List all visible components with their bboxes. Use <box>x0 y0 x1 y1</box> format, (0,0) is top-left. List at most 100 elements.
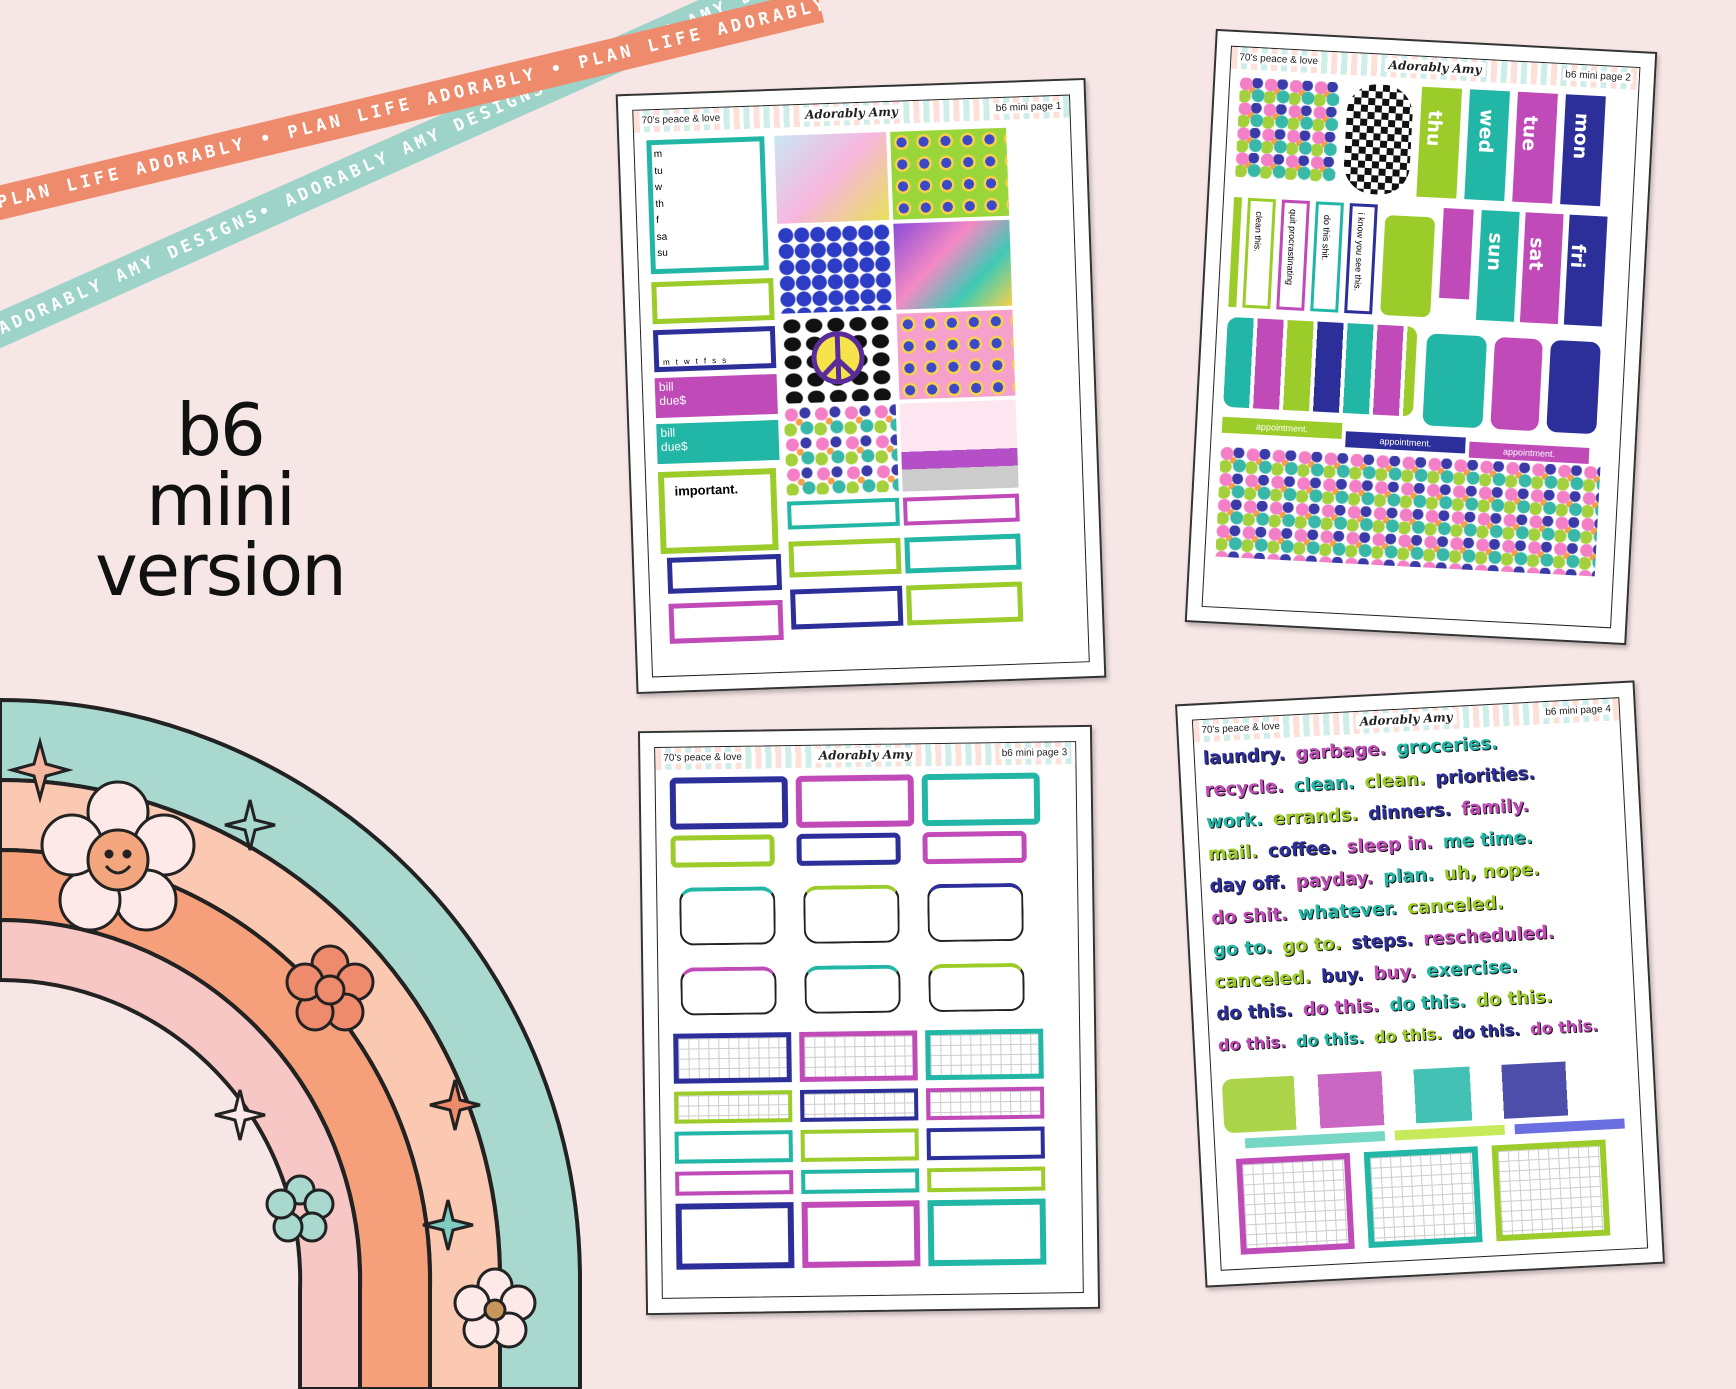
sticker-sheet-page-4: 70's peace & love Adorably Amy b6 mini p… <box>1175 680 1665 1288</box>
word-sticker: errands. <box>1272 804 1359 830</box>
checklist-magenta <box>902 493 1020 526</box>
word-sticker: go to. <box>1212 936 1273 961</box>
small-box-navy <box>796 832 901 866</box>
big-box-teal <box>927 1198 1047 1267</box>
word-sticker: coffee. <box>1267 837 1338 862</box>
label-navy-2 <box>790 585 904 630</box>
bill-due-teal: bill due$ <box>656 419 780 465</box>
grid-square-teal <box>1363 1146 1483 1249</box>
page-label: b6 mini page 1 <box>993 100 1064 115</box>
mint-flower-icon <box>265 1174 335 1243</box>
small-box-magenta <box>922 830 1027 865</box>
brand-logo: Adorably Amy <box>1384 57 1486 78</box>
taped-frame-teal <box>679 886 776 946</box>
bill-due-magenta: bill due$ <box>654 373 778 419</box>
word-sticker: clean. <box>1364 768 1426 793</box>
blue-flower-tile <box>777 223 893 314</box>
appointment-lime: appointment. <box>1221 416 1343 439</box>
strip-lime <box>1228 197 1243 308</box>
day-label-wed: wed <box>1464 89 1510 202</box>
word-sticker: do this. <box>1475 986 1554 1012</box>
white-flower-icon <box>453 1267 537 1349</box>
theme-label: 70's peace & love <box>639 112 723 127</box>
scribble-magenta-2 <box>1490 336 1544 432</box>
small-box-lime <box>670 834 775 868</box>
word-sticker: exercise. <box>1425 955 1519 982</box>
grid-box-teal <box>925 1028 1044 1081</box>
sparkle-icon <box>214 1089 266 1141</box>
illustration-sofa-tile <box>899 399 1019 492</box>
strip-navy <box>926 1126 1045 1161</box>
word-sticker: canceled. <box>1406 892 1505 919</box>
word-sticker: steps. <box>1350 929 1414 954</box>
word-sticker: priorities. <box>1434 762 1536 789</box>
word-sticker: plan. <box>1382 864 1435 888</box>
sticker-sheet-page-1: 70's peace & love Adorably Amy b6 mini p… <box>615 77 1107 695</box>
illustration-shoes-tile <box>893 219 1013 310</box>
checklist-teal <box>786 497 900 530</box>
label-teal <box>904 533 1022 574</box>
phrase-do-this: do this shit. <box>1310 201 1344 313</box>
word-sticker: clean. <box>1293 772 1356 797</box>
marker-stroke-lime <box>1394 1124 1506 1141</box>
word-sticker: me time. <box>1442 826 1534 853</box>
theme-label: 70's peace & love <box>1199 720 1283 737</box>
word-sticker: canceled. <box>1214 966 1312 993</box>
grid-strip-lime <box>673 1090 793 1124</box>
word-sticker: uh, nope. <box>1443 858 1541 885</box>
sparkle-icon <box>422 1199 474 1251</box>
word-sticker: do this. <box>1295 1028 1365 1051</box>
taped-frame-lime <box>803 884 900 944</box>
word-sticker: day off. <box>1209 871 1287 897</box>
word-sticker: do this. <box>1451 1019 1521 1043</box>
label-lime-2 <box>905 581 1024 626</box>
scallop-strip <box>1223 316 1418 417</box>
headline-line-1: b6 <box>176 388 266 472</box>
word-sticker: payday. <box>1295 867 1374 893</box>
day-label-sun: sun <box>1475 210 1520 322</box>
peace-sign-icon <box>811 331 865 385</box>
habit-tracker-lime <box>651 277 775 325</box>
grid-strip-navy <box>799 1088 919 1122</box>
word-stickers: laundry. garbage. groceries. recycle. clean.… <box>1202 727 1628 1068</box>
label-lime <box>788 537 902 578</box>
sparkle-icon <box>429 1079 481 1131</box>
headline: b6 mini version <box>40 388 400 606</box>
word-sticker: do shit. <box>1210 903 1289 929</box>
marker-stroke-teal <box>1244 1131 1386 1149</box>
big-box-magenta <box>801 1200 921 1268</box>
grid-box-magenta <box>799 1030 918 1082</box>
day-label-mon: mon <box>1560 94 1606 207</box>
word-sticker: do this. <box>1217 1032 1287 1055</box>
day-label-sat: sat <box>1519 212 1564 325</box>
checkered-icons <box>1342 82 1415 197</box>
grid-box-navy <box>673 1032 792 1084</box>
flower-washi-strip <box>1215 446 1601 577</box>
header-box-navy <box>669 776 789 830</box>
checklist-teal <box>801 1168 920 1194</box>
grid-square-lime <box>1491 1139 1611 1242</box>
taped-frame-lime-2 <box>928 962 1025 1013</box>
word-sticker: dinners. <box>1367 799 1452 825</box>
mini-flower-icons <box>1235 77 1341 183</box>
word-sticker: buy. <box>1320 963 1365 988</box>
checklist-magenta <box>675 1170 794 1196</box>
orange-flower-icon <box>285 944 375 1032</box>
label-navy <box>666 553 783 594</box>
word-sticker: laundry. <box>1202 743 1286 770</box>
multicolor-flower-tile <box>783 403 899 496</box>
day-label-thu: thu <box>1416 86 1463 199</box>
word-sticker: do this. <box>1373 1023 1443 1047</box>
important-box: important. <box>657 468 779 555</box>
page-label: b6 mini page 2 <box>1563 69 1634 84</box>
scribble-magenta <box>1439 208 1474 300</box>
phrase-i-know: i know you see this. <box>1344 203 1378 315</box>
marker-stroke-navy <box>1514 1118 1625 1135</box>
sticker-sheet-page-2: 70's peace & love Adorably Amy b6 mini p… <box>1184 28 1658 646</box>
scribble-navy <box>1546 339 1601 435</box>
word-sticker: go to. <box>1281 933 1342 958</box>
sparkle-icon <box>6 736 74 804</box>
word-sticker: work. <box>1205 809 1264 833</box>
strip-lime <box>800 1128 919 1162</box>
strip-teal <box>674 1130 793 1164</box>
